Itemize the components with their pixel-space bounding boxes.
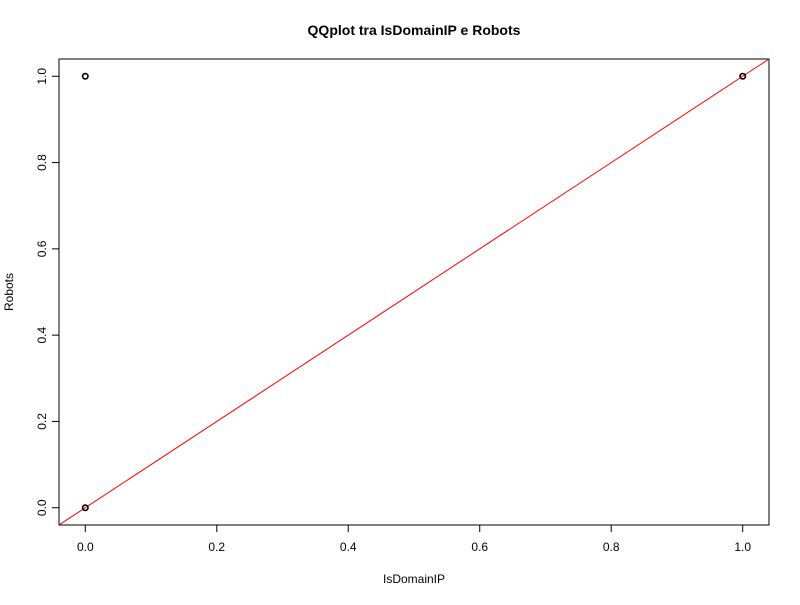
- x-axis: 0.0 0.2 0.4 0.6 0.8 1.0: [77, 524, 751, 554]
- x-tick-label-3: 0.6: [471, 540, 488, 554]
- x-tick-label-2: 0.4: [340, 540, 357, 554]
- y-tick-label-1: 0.2: [35, 413, 49, 430]
- y-tick-label-4: 0.8: [35, 154, 49, 171]
- y-axis: 0.0 0.2 0.4 0.6 0.8 1.0: [35, 68, 60, 516]
- x-tick-label-5: 1.0: [734, 540, 751, 554]
- reference-line: [59, 59, 769, 525]
- x-tick-label-0: 0.0: [77, 540, 94, 554]
- y-tick-label-3: 0.6: [35, 240, 49, 257]
- y-tick-label-5: 1.0: [35, 68, 49, 85]
- data-point-2: [739, 72, 747, 80]
- y-tick-label-2: 0.4: [35, 326, 49, 343]
- plot-area: [59, 59, 769, 525]
- chart-title: QQplot tra IsDomainIP e Robots: [308, 22, 521, 38]
- x-tick-label-4: 0.8: [603, 540, 620, 554]
- y-tick-label-0: 0.0: [35, 499, 49, 516]
- data-point-0: [81, 504, 89, 512]
- y-axis-label: Robots: [2, 273, 16, 311]
- data-points: [81, 72, 747, 512]
- x-tick-label-1: 0.2: [208, 540, 225, 554]
- x-axis-label: IsDomainIP: [383, 572, 445, 586]
- data-point-1: [81, 72, 89, 80]
